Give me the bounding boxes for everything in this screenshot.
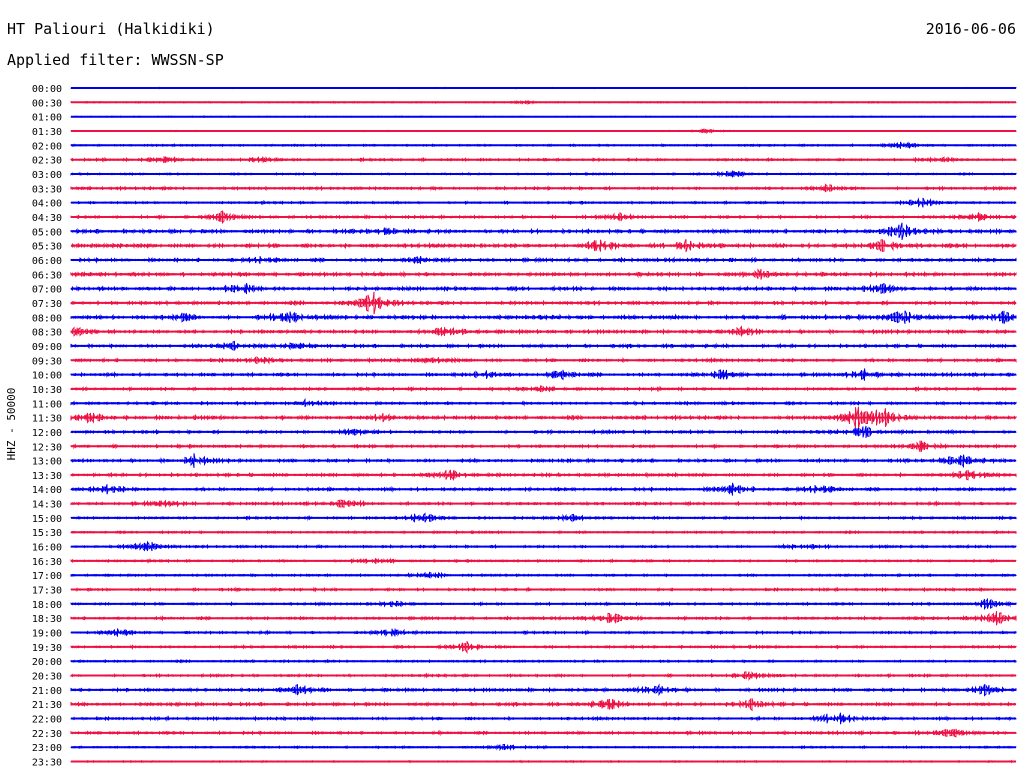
time-label: 21:00: [32, 686, 62, 697]
time-label: 16:00: [32, 543, 62, 554]
time-label: 23:30: [32, 758, 62, 769]
time-label: 17:00: [32, 571, 62, 582]
time-label: 08:00: [32, 313, 62, 324]
time-label: 02:30: [32, 156, 62, 167]
time-label: 07:30: [32, 299, 62, 310]
time-label: 18:00: [32, 600, 62, 611]
time-label: 06:30: [32, 270, 62, 281]
time-label: 07:00: [32, 285, 62, 296]
time-label: 12:30: [32, 442, 62, 453]
time-label: 15:00: [32, 514, 62, 525]
seismic-traces: [70, 86, 1017, 764]
time-label: 16:30: [32, 557, 62, 568]
time-label: 01:00: [32, 113, 62, 124]
time-label: 13:00: [32, 457, 62, 468]
time-label: 09:00: [32, 342, 62, 353]
filter-label: Applied filter: WWSSN-SP: [7, 51, 224, 69]
y-axis-label: HHZ - 50000: [5, 388, 18, 461]
time-label: 11:30: [32, 414, 62, 425]
time-label: 17:30: [32, 586, 62, 597]
time-label: 00:00: [32, 84, 62, 95]
time-label: 05:00: [32, 227, 62, 238]
time-label: 19:30: [32, 643, 62, 654]
time-label: 22:00: [32, 715, 62, 726]
time-label: 10:00: [32, 371, 62, 382]
time-label: 13:30: [32, 471, 62, 482]
time-label: 11:00: [32, 399, 62, 410]
time-label: 20:30: [32, 672, 62, 683]
time-label: 02:00: [32, 141, 62, 152]
time-label: 19:00: [32, 629, 62, 640]
time-label: 22:30: [32, 729, 62, 740]
time-label: 03:30: [32, 184, 62, 195]
time-label: 12:00: [32, 428, 62, 439]
time-label: 04:00: [32, 199, 62, 210]
time-label: 18:30: [32, 614, 62, 625]
time-label: 04:30: [32, 213, 62, 224]
time-label: 06:00: [32, 256, 62, 267]
station-title: HT Paliouri (Halkidiki): [7, 20, 215, 38]
time-label: 14:30: [32, 500, 62, 511]
time-label: 09:30: [32, 356, 62, 367]
time-label: 05:30: [32, 242, 62, 253]
time-label: 23:00: [32, 743, 62, 754]
record-date: 2016-06-06: [925, 20, 1016, 38]
time-label: 21:30: [32, 700, 62, 711]
time-label: 01:30: [32, 127, 62, 138]
time-label: 00:30: [32, 98, 62, 109]
time-label: 08:30: [32, 328, 62, 339]
time-label: 20:00: [32, 657, 62, 668]
time-label: 10:30: [32, 385, 62, 396]
time-label: 15:30: [32, 528, 62, 539]
time-labels: 00:00 00:30 01:00 01:30 02:00 02:30 03:00 03:30…: [32, 84, 62, 769]
time-label: 03:00: [32, 170, 62, 181]
time-label: 14:00: [32, 485, 62, 496]
